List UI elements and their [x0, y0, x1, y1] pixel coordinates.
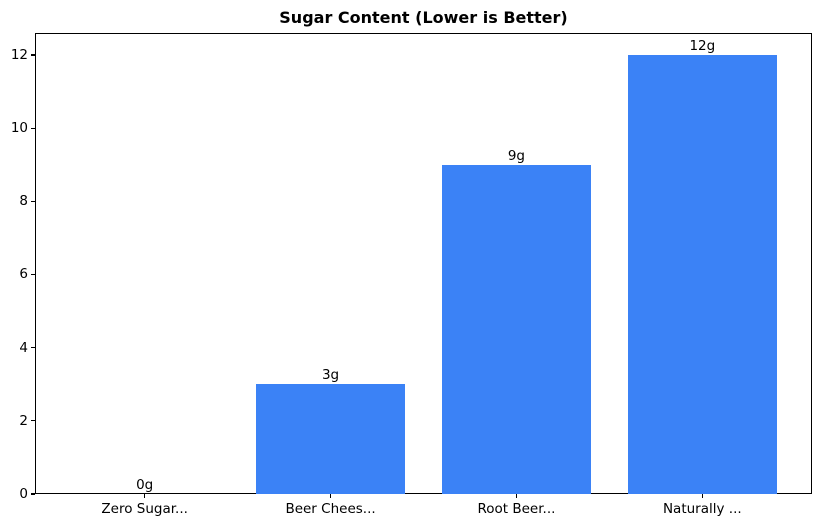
y-tick-label: 10: [10, 120, 28, 137]
x-tick-label: Naturally ...: [662, 501, 742, 517]
y-tick-mark: [31, 127, 35, 129]
bar: [442, 164, 591, 494]
y-tick-label: 8: [19, 193, 28, 210]
x-tick-mark: [701, 494, 703, 498]
x-tick-mark: [144, 494, 146, 498]
x-tick-label: Beer Chees...: [285, 501, 376, 517]
y-tick-mark: [31, 54, 35, 56]
x-tick-label: Zero Sugar...: [101, 501, 188, 517]
bar-value-label: 9g: [507, 147, 526, 164]
x-tick-label: Root Beer...: [477, 501, 556, 517]
bar: [627, 54, 777, 494]
y-tick-label: 2: [19, 412, 28, 429]
y-tick-label: 4: [19, 339, 28, 356]
bar-value-label: 3g: [321, 367, 340, 384]
y-tick-label: 12: [10, 46, 28, 63]
y-tick-mark: [31, 347, 35, 349]
y-tick-label: 6: [19, 266, 28, 283]
chart-title: Sugar Content (Lower is Better): [279, 8, 568, 27]
bar: [256, 384, 405, 494]
y-tick-label: 0: [19, 486, 28, 502]
y-tick-mark: [31, 420, 35, 422]
x-tick-mark: [515, 494, 518, 498]
y-tick-mark: [31, 273, 35, 276]
bar-value-label: 0g: [136, 477, 154, 493]
x-tick-mark: [329, 494, 332, 498]
y-tick-mark: [31, 200, 35, 202]
bar-value-label: 12g: [689, 37, 716, 54]
y-tick-mark: [31, 493, 35, 495]
